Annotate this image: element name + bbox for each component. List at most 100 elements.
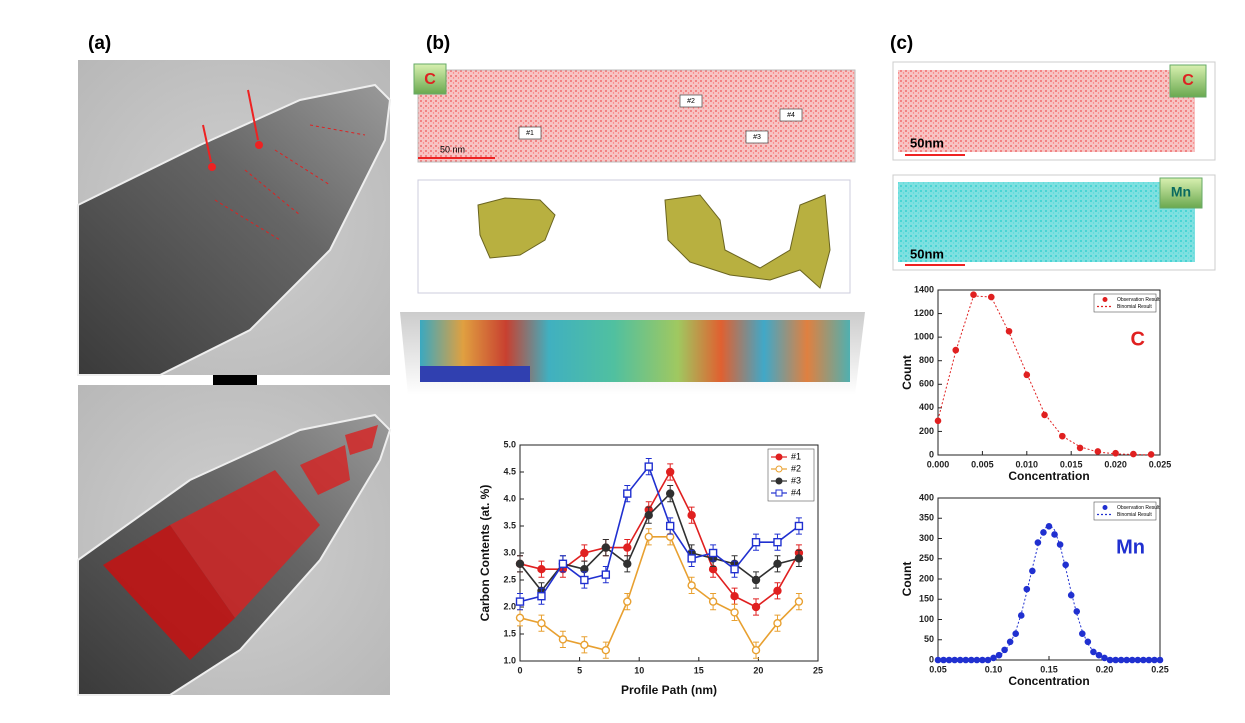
- series-line: [937, 295, 1152, 456]
- marker-label: #1: [526, 130, 534, 137]
- marker: [601, 646, 611, 655]
- y-tick-label: 2.5: [503, 574, 516, 584]
- y-axis-title: Carbon Contents (at. %): [478, 485, 492, 622]
- y-tick-label: 400: [919, 492, 934, 502]
- y-tick-label: 300: [919, 533, 934, 543]
- x-tick-label: 0.010: [1016, 459, 1039, 469]
- marker: [952, 346, 960, 354]
- x-tick-label: 5: [577, 665, 582, 675]
- x-tick-label: 0.015: [1060, 459, 1083, 469]
- marker: [773, 586, 782, 595]
- annotation: C: [1131, 328, 1145, 350]
- legend-label: Observation Result: [1117, 297, 1160, 303]
- y-tick-label: 200: [919, 426, 934, 436]
- panel-label: (a): [88, 33, 111, 54]
- marker: [1067, 591, 1075, 599]
- atom-map-c: C #1 #2 #3 #4 50 nm: [413, 63, 856, 163]
- marker: [623, 597, 632, 606]
- series-line: [519, 536, 800, 652]
- marker: [623, 559, 632, 568]
- x-tick-label: 0.10: [985, 664, 1003, 674]
- marker: [515, 559, 525, 568]
- badge-text: Mn: [1171, 184, 1191, 200]
- annotation: Mn: [1116, 536, 1145, 558]
- legend-label: Binomial Result: [1117, 512, 1152, 518]
- marker: [751, 575, 761, 585]
- y-tick-label: 1200: [914, 308, 934, 318]
- marker: [644, 511, 653, 520]
- badge-text: C: [424, 71, 436, 88]
- marker: [537, 592, 546, 601]
- y-tick-label: 0: [929, 449, 934, 459]
- marker: [687, 511, 696, 520]
- y-tick-label: 4.5: [503, 466, 516, 476]
- marker: [1079, 630, 1086, 637]
- marker: [601, 543, 611, 552]
- plot-frame: [937, 289, 1161, 456]
- marker: [1076, 444, 1084, 452]
- x-tick-label: 10: [634, 665, 644, 675]
- marker: [1084, 638, 1092, 646]
- legend-label: #3: [791, 475, 801, 485]
- marker: [1001, 646, 1008, 654]
- y-tick-label: 0: [929, 654, 934, 664]
- marker: [1130, 450, 1137, 458]
- y-tick-label: 1400: [914, 284, 934, 294]
- atom-map-mn: Mn 50nm: [892, 174, 1216, 271]
- plot-frame: [937, 497, 1161, 661]
- x-tick-label: 0.15: [1040, 664, 1058, 674]
- y-tick-label: 3.5: [503, 520, 516, 530]
- series-line: [938, 523, 1160, 661]
- legend-marker: [775, 477, 783, 485]
- x-tick-label: 0.000: [927, 459, 950, 469]
- marker-label: #3: [753, 134, 761, 141]
- x-tick-label: 0.020: [1104, 459, 1127, 469]
- marker: [1006, 638, 1014, 646]
- legend-marker: [1102, 505, 1108, 510]
- marker: [730, 592, 739, 601]
- marker-label: #2: [687, 98, 695, 105]
- panel-label: (b): [426, 33, 450, 54]
- marker: [1156, 656, 1164, 664]
- marker: [537, 565, 546, 574]
- marker: [515, 597, 525, 606]
- y-tick-label: 350: [919, 513, 934, 523]
- y-tick-label: 1.5: [503, 628, 516, 638]
- marker: [1112, 449, 1119, 457]
- marker: [1095, 651, 1103, 659]
- x-tick-label: 0.025: [1149, 459, 1172, 469]
- y-tick-label: 4.0: [503, 493, 516, 503]
- y-tick-label: 200: [919, 573, 934, 583]
- y-tick-label: 600: [919, 379, 934, 389]
- legend-label: #2: [791, 463, 801, 473]
- tem-image-bottom: [77, 385, 392, 696]
- legend-box: [1093, 501, 1157, 521]
- marker: [794, 554, 804, 563]
- marker: [773, 559, 782, 568]
- marker: [773, 619, 782, 628]
- marker: [665, 521, 675, 531]
- legend-marker: [1102, 297, 1108, 302]
- marker: [687, 581, 696, 590]
- y-tick-label: 150: [919, 594, 934, 604]
- marker: [1073, 608, 1081, 615]
- marker: [558, 635, 568, 644]
- marker: [601, 570, 611, 579]
- x-tick-label: 20: [753, 665, 763, 675]
- badge-text: C: [1182, 72, 1194, 89]
- marker: [708, 548, 718, 558]
- y-tick-label: 2.0: [503, 601, 516, 611]
- x-tick-label: 0.05: [929, 664, 947, 674]
- x-axis-title: Concentration: [1008, 674, 1089, 688]
- legend-box: [1093, 293, 1157, 313]
- x-tick-label: 0.005: [971, 459, 994, 469]
- marker: [665, 489, 675, 498]
- marker: [580, 640, 589, 649]
- x-tick-label: 15: [694, 665, 704, 675]
- legend-label: #1: [791, 451, 801, 461]
- marker: [687, 554, 696, 563]
- contour-map: [400, 312, 865, 395]
- legend-marker: [775, 453, 783, 461]
- x-axis-title: Concentration: [1008, 469, 1089, 483]
- y-axis-title: Count: [900, 562, 914, 597]
